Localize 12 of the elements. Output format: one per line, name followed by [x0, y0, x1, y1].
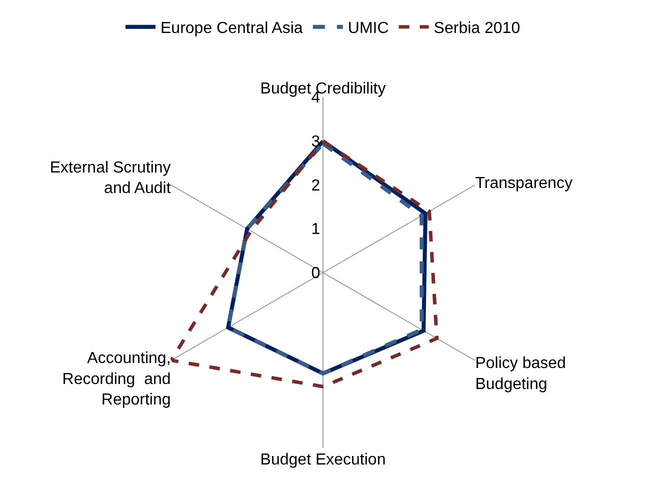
y-tick-label: 0	[311, 264, 320, 282]
y-tick-label: 1	[311, 221, 320, 238]
spoke-label: Policy based Budgeting	[475, 355, 566, 394]
spoke-label: Accounting, Recording and Reporting	[62, 350, 171, 409]
spoke-label: External Scrutiny and Audit	[50, 159, 172, 198]
legend-label: UMIC	[348, 20, 389, 38]
spoke-label: Budget Execution	[260, 451, 386, 468]
legend-label: Europe Central Asia	[160, 20, 303, 38]
y-tick-label: 2	[311, 177, 320, 194]
spoke-label: Transparency	[475, 175, 572, 192]
y-tick-label: 3	[311, 133, 320, 150]
legend-label: Serbia 2010	[434, 20, 520, 38]
